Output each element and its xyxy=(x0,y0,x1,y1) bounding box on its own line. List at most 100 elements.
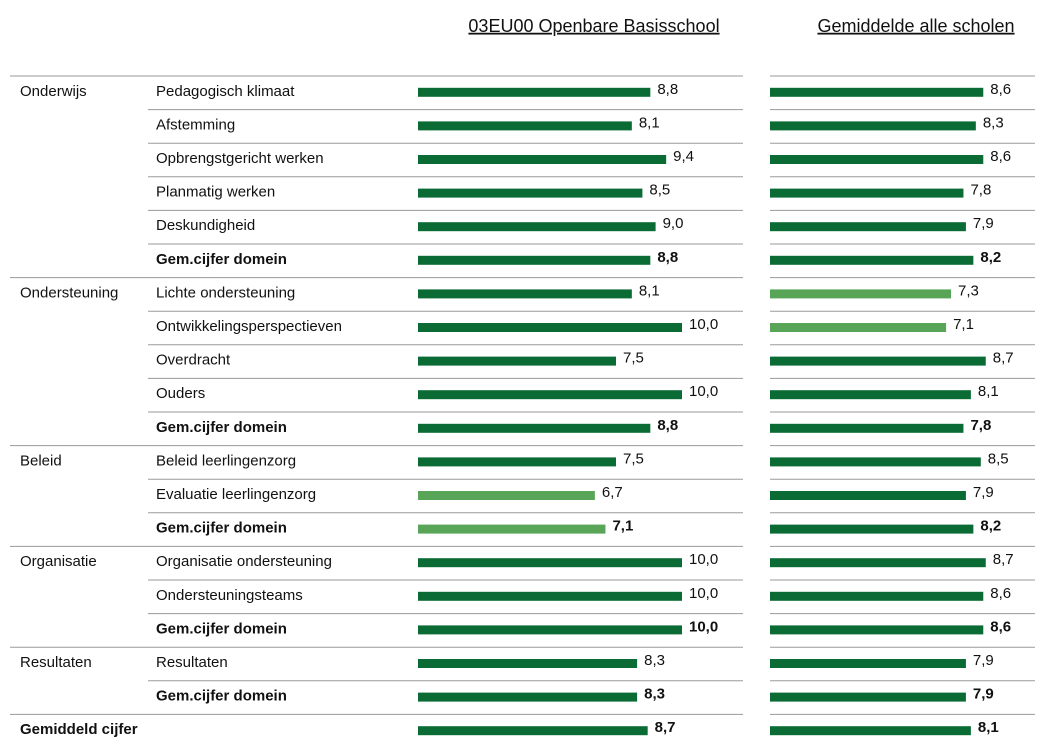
average-value: 7,9 xyxy=(973,686,994,703)
school-bar xyxy=(418,289,632,299)
school-value: 10,0 xyxy=(689,618,718,635)
average-bar xyxy=(770,692,966,702)
school-bar xyxy=(418,155,667,164)
average-bar xyxy=(770,491,966,500)
average-value: 8,6 xyxy=(990,585,1011,602)
school-value: 10,0 xyxy=(689,383,718,400)
item-label: Beleid leerlingenzorg xyxy=(156,452,296,469)
school-bar xyxy=(418,457,616,467)
school-bar xyxy=(418,423,651,433)
school-value: 8,8 xyxy=(657,249,678,266)
item-label: Resultaten xyxy=(156,654,228,671)
school-bar xyxy=(418,524,606,534)
school-bar xyxy=(418,188,643,198)
school-value: 8,1 xyxy=(639,282,660,299)
average-bar xyxy=(770,390,971,400)
average-value: 8,6 xyxy=(990,618,1011,635)
item-label: Deskundigheid xyxy=(156,217,255,234)
school-value: 8,1 xyxy=(639,114,660,131)
average-value: 7,1 xyxy=(953,316,974,333)
school-bar xyxy=(418,390,682,400)
average-bar xyxy=(770,188,964,198)
item-label: Pedagogisch klimaat xyxy=(156,83,295,100)
item-label: Gem.cijfer domein xyxy=(156,688,287,705)
item-label: Gem.cijfer domein xyxy=(156,620,287,637)
average-value: 7,9 xyxy=(973,652,994,669)
average-bar xyxy=(770,289,952,299)
average-bar xyxy=(770,524,974,534)
item-label: Gem.cijfer domein xyxy=(156,419,287,436)
school-value: 7,5 xyxy=(623,350,644,367)
item-label: Overdracht xyxy=(156,352,231,369)
school-bar xyxy=(418,356,616,366)
item-label: Ouders xyxy=(156,385,205,402)
average-bar xyxy=(770,423,964,433)
school-value: 8,8 xyxy=(657,417,678,434)
school-bar xyxy=(418,87,651,97)
school-bar xyxy=(418,491,595,500)
average-value: 8,6 xyxy=(990,81,1011,98)
item-label: Ontwikkelingsperspectieven xyxy=(156,318,342,335)
school-value: 7,1 xyxy=(612,518,633,535)
average-value: 8,1 xyxy=(978,383,999,400)
average-value: 7,9 xyxy=(973,484,994,501)
school-value: 10,0 xyxy=(689,585,718,602)
average-bar xyxy=(770,625,984,635)
average-value: 8,2 xyxy=(980,249,1001,266)
domain-label: Ondersteuning xyxy=(20,284,118,301)
average-bar xyxy=(770,659,966,668)
school-bar xyxy=(418,222,656,232)
school-header: 03EU00 Openbare Basisschool xyxy=(468,16,719,36)
school-value: 9,4 xyxy=(673,148,694,165)
average-value: 8,1 xyxy=(978,719,999,736)
item-label: Afstemming xyxy=(156,116,235,133)
average-value: 8,7 xyxy=(993,551,1014,568)
average-value: 7,9 xyxy=(973,215,994,232)
average-bar xyxy=(770,591,984,601)
item-label: Planmatig werken xyxy=(156,184,275,201)
school-bar xyxy=(418,726,648,736)
school-value: 10,0 xyxy=(689,316,718,333)
school-value: 8,7 xyxy=(655,719,676,736)
average-value: 8,5 xyxy=(988,450,1009,467)
school-value: 8,3 xyxy=(644,652,665,669)
average-bar xyxy=(770,356,986,366)
total-label: Gemiddeld cijfer xyxy=(20,721,138,738)
item-label: Gem.cijfer domein xyxy=(156,251,287,268)
school-bar xyxy=(418,625,682,635)
average-bar xyxy=(770,255,974,265)
average-value: 7,3 xyxy=(958,282,979,299)
school-value: 8,3 xyxy=(644,686,665,703)
average-bar xyxy=(770,222,966,232)
school-bar xyxy=(418,591,682,601)
item-label: Evaluatie leerlingenzorg xyxy=(156,486,316,503)
domain-label: Onderwijs xyxy=(20,83,87,100)
item-label: Lichte ondersteuning xyxy=(156,284,295,301)
average-bar xyxy=(770,155,984,164)
school-value: 9,0 xyxy=(663,215,684,232)
item-label: Ondersteuningsteams xyxy=(156,587,303,604)
item-label: Organisatie ondersteuning xyxy=(156,553,332,570)
average-header: Gemiddelde alle scholen xyxy=(817,16,1014,36)
average-bar xyxy=(770,87,984,97)
item-label: Gem.cijfer domein xyxy=(156,520,287,537)
school-bar xyxy=(418,659,638,668)
average-bar xyxy=(770,457,981,467)
school-value: 7,5 xyxy=(623,450,644,467)
school-bar xyxy=(418,323,682,332)
average-value: 8,2 xyxy=(980,518,1001,535)
domain-label: Resultaten xyxy=(20,654,92,671)
school-value: 10,0 xyxy=(689,551,718,568)
average-bar xyxy=(770,726,971,736)
school-bar xyxy=(418,121,632,131)
average-value: 7,8 xyxy=(970,417,991,434)
average-value: 8,6 xyxy=(990,148,1011,165)
average-bar xyxy=(770,558,986,568)
domain-label: Beleid xyxy=(20,452,62,469)
average-value: 8,3 xyxy=(983,114,1004,131)
school-value: 6,7 xyxy=(602,484,623,501)
school-bar xyxy=(418,692,638,702)
average-value: 8,7 xyxy=(993,350,1014,367)
school-value: 8,8 xyxy=(657,81,678,98)
